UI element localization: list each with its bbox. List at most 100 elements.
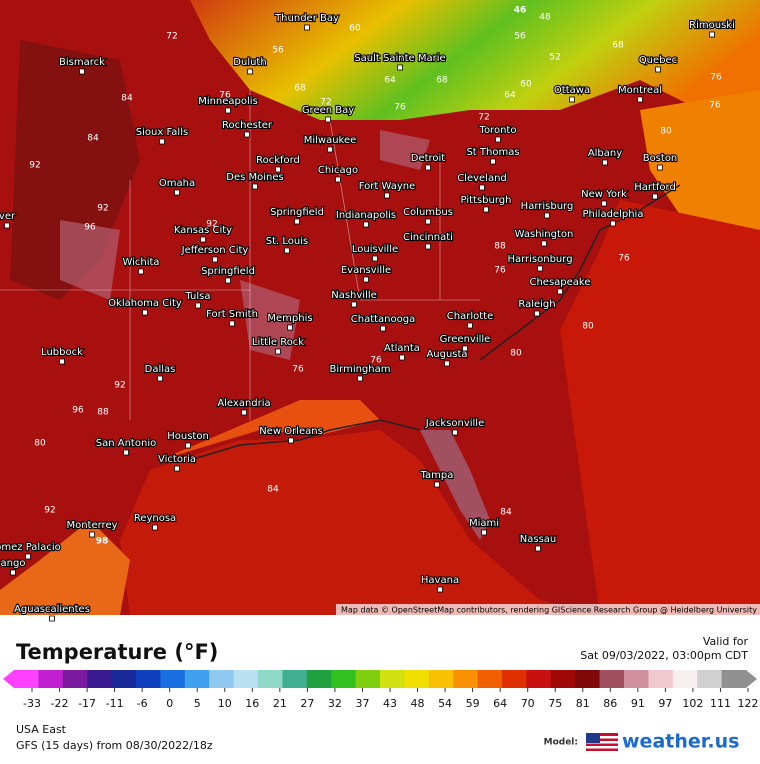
isotherm-label: 76 xyxy=(494,266,506,276)
city-label: Montreal xyxy=(618,85,662,96)
city-dot xyxy=(657,164,663,171)
isotherm-label: 88 xyxy=(97,408,109,418)
colorbar-segment xyxy=(111,670,137,688)
isotherm-label: 96 xyxy=(72,406,84,416)
warm-region xyxy=(640,90,760,240)
city-dot xyxy=(357,375,363,382)
colorbar-tick-label: 59 xyxy=(466,697,480,710)
isotherm-label: 60 xyxy=(520,80,532,90)
borders xyxy=(0,90,480,420)
city-dot xyxy=(4,222,10,229)
city-label: Minneapolis xyxy=(198,96,258,107)
city-dot xyxy=(142,309,148,316)
isotherm-label: 46 xyxy=(514,6,527,16)
city-dot xyxy=(325,116,331,123)
isotherm-label: 68 xyxy=(294,84,306,94)
isotherm-label: 76 xyxy=(710,73,722,83)
colorbar-tick-label: 122 xyxy=(738,697,759,710)
colorbar-tick-label: 70 xyxy=(521,697,535,710)
city-label: Thunder Bay xyxy=(274,13,339,24)
city-dot xyxy=(569,96,575,103)
city-label: Toronto xyxy=(479,125,517,136)
city-label: Sault Sainte Marie xyxy=(354,53,445,64)
colorbar-segment xyxy=(526,670,552,688)
colorbar-segment xyxy=(599,670,625,688)
city-dot xyxy=(437,586,443,593)
city-dot xyxy=(363,276,369,283)
city-dot xyxy=(384,192,390,199)
isotherm-label: 88 xyxy=(494,242,506,252)
colorbar-segment xyxy=(258,670,283,688)
city-label: Boston xyxy=(643,153,678,164)
city-label: ango xyxy=(1,558,26,569)
isotherm-label: 98 xyxy=(96,537,109,547)
city-label: Alexandria xyxy=(217,398,270,409)
brand: weather.us xyxy=(622,731,739,753)
colorbar-segment xyxy=(62,670,88,688)
city-label: Havana xyxy=(421,575,459,586)
city-dot xyxy=(25,553,31,560)
city-dot xyxy=(462,345,468,352)
isotherm-label: 60 xyxy=(349,24,361,34)
isotherm-label: 68 xyxy=(612,41,624,51)
cool-region xyxy=(190,0,760,130)
colorbar-tick-label: 21 xyxy=(273,697,287,710)
city-label: St Thomas xyxy=(466,147,519,158)
isotherm-label: 76 xyxy=(394,103,406,113)
city-label: Ottawa xyxy=(554,85,590,96)
isotherm-label: 64 xyxy=(384,76,396,86)
city-dot xyxy=(495,136,501,143)
city-label: Hartford xyxy=(634,182,676,193)
colorbar-segment xyxy=(502,670,527,688)
colorbar-tick-label: 10 xyxy=(218,697,232,710)
isotherm-label: 84 xyxy=(121,94,133,104)
isotherm-label: 80 xyxy=(582,322,594,332)
city-label: Jefferson City xyxy=(181,245,249,256)
colorbar-tick-label: 27 xyxy=(300,697,314,710)
city-dot xyxy=(294,218,300,225)
isotherm-label: 92 xyxy=(114,381,125,391)
colorbar-segment xyxy=(355,670,381,688)
city-dot xyxy=(544,212,550,219)
colorbar-tick-label: 37 xyxy=(355,697,369,710)
isotherm-label: 92 xyxy=(44,506,55,516)
isotherm-label: 80 xyxy=(660,127,672,137)
colorbar-segment xyxy=(160,670,186,688)
city-label: Springfield xyxy=(270,207,324,218)
colorbar-segment xyxy=(672,670,698,688)
city-dot xyxy=(535,545,541,552)
map: Map data © OpenStreetMap contributors, r… xyxy=(0,0,760,622)
city-dot xyxy=(434,481,440,488)
city-dot xyxy=(195,302,201,309)
isotherm-label: 80 xyxy=(510,349,522,359)
colorbar-segment xyxy=(404,670,430,688)
city-label: Des Moines xyxy=(226,172,283,183)
colorbar-tick-label: 97 xyxy=(658,697,672,710)
city-dot xyxy=(157,375,163,382)
city-label: Louisville xyxy=(352,244,398,255)
attribution-bg xyxy=(336,604,760,615)
city-dot xyxy=(557,288,563,295)
colorbar-segment xyxy=(38,670,64,688)
colorbar-segment xyxy=(306,670,332,688)
city-label: Raleigh xyxy=(518,299,555,310)
city-dot xyxy=(444,360,450,367)
city-label: Kansas City xyxy=(174,225,232,236)
city-label: Albany xyxy=(588,148,622,159)
city-label: Lubbock xyxy=(41,347,83,358)
colorbar-tick-label: 0 xyxy=(166,697,173,710)
city-label: Birmingham xyxy=(330,364,391,375)
city-dot xyxy=(327,146,333,153)
city-label: Greenville xyxy=(440,334,491,345)
isotherm-label: 68 xyxy=(436,76,448,86)
city-label: Houston xyxy=(167,431,209,442)
city-label: Nassau xyxy=(520,534,557,545)
city-dot xyxy=(425,243,431,250)
city-label: Nashville xyxy=(331,290,377,301)
city-label: Philadelphia xyxy=(583,209,644,220)
city-dot xyxy=(288,437,294,444)
city-dot xyxy=(247,68,253,75)
colorbar-tick-label: -33 xyxy=(23,697,41,710)
isotherm-label: 72 xyxy=(478,113,489,123)
city-label: Washington xyxy=(515,229,574,240)
